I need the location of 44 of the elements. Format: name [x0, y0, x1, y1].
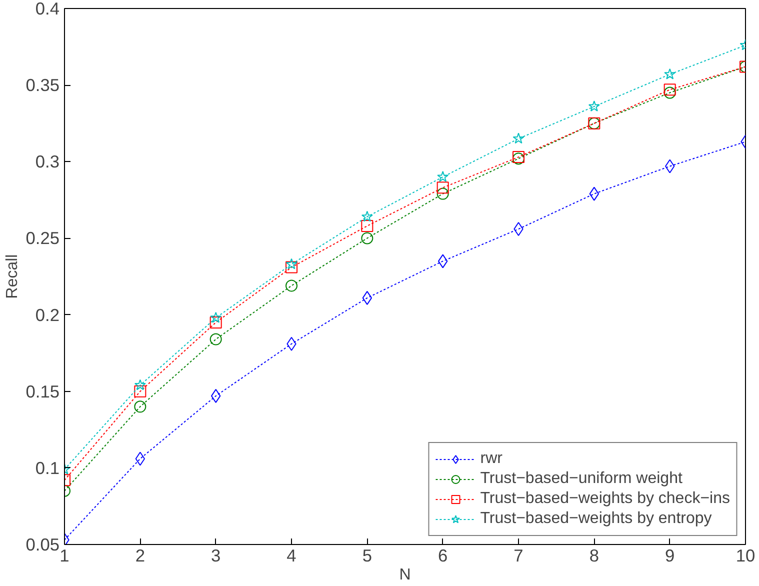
point — [210, 312, 222, 323]
x-axis-title: N — [399, 566, 411, 584]
x-tick-label: 9 — [665, 546, 675, 566]
x-tick-label: 4 — [286, 546, 297, 566]
x-tick-label: 10 — [736, 546, 756, 566]
point — [134, 379, 146, 390]
point — [361, 210, 373, 222]
y-tick-label: 0.15 — [26, 381, 60, 402]
y-tick-label: 0.2 — [35, 304, 60, 325]
x-tick-label: 6 — [438, 546, 448, 566]
legend-label: rwr — [480, 450, 502, 468]
point — [361, 232, 374, 244]
x-tick-label: 3 — [211, 546, 221, 566]
point — [134, 400, 146, 413]
point — [286, 258, 298, 270]
point — [664, 84, 676, 96]
y-axis-title: Recall — [4, 254, 21, 299]
point — [210, 316, 222, 328]
point — [664, 68, 676, 80]
legend-label: Trust−based−uniform weight — [480, 470, 682, 488]
y-tick-label: 0.1 — [35, 458, 60, 478]
x-tick-label: 7 — [514, 546, 524, 566]
point — [286, 261, 298, 274]
point — [437, 170, 449, 182]
legend-label: Trust−based−weights by entropy — [480, 510, 712, 528]
point — [286, 280, 298, 292]
point — [588, 100, 600, 112]
point — [361, 220, 374, 232]
point — [134, 385, 146, 398]
y-tick-label: 0.3 — [35, 152, 60, 172]
point — [436, 182, 449, 194]
point — [210, 333, 222, 346]
x-tick-label: 5 — [362, 546, 372, 566]
x-tick-label: 1 — [60, 546, 70, 566]
y-tick-label: 0.35 — [26, 75, 60, 96]
point — [664, 86, 676, 99]
x-tick-label: 8 — [589, 546, 599, 566]
point — [436, 188, 449, 200]
y-tick-label: 0.25 — [26, 228, 60, 248]
y-tick-label: 0.4 — [35, 0, 60, 18]
legend-label: Trust−based−weights by check−ins — [480, 490, 730, 508]
point — [512, 132, 524, 144]
x-tick-label: 2 — [135, 546, 145, 566]
y-tick-label: 0.05 — [26, 534, 60, 554]
